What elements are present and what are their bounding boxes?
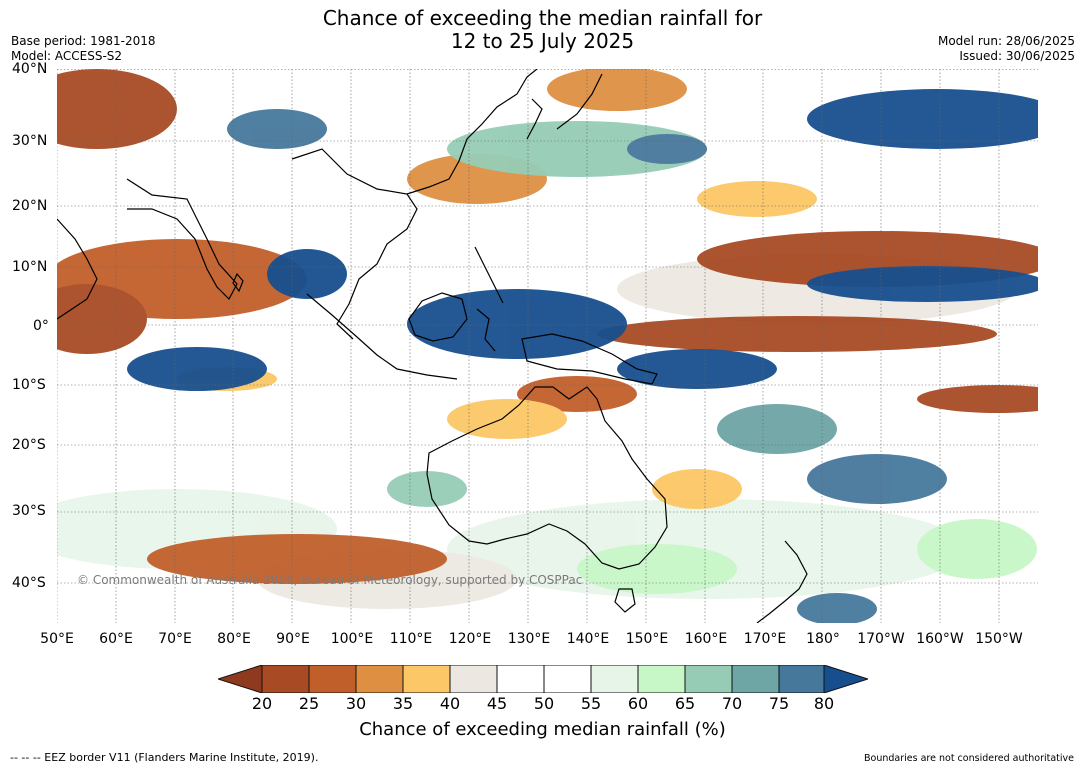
- legend-tick-25: 25: [298, 694, 320, 713]
- lon-label-170e: 170°E: [743, 631, 787, 647]
- legend-tick-40: 40: [439, 694, 461, 713]
- lon-label-100e: 100°E: [330, 631, 374, 647]
- base-period-text: Base period: 1981-2018: [11, 34, 156, 48]
- legend-tick-80: 80: [813, 694, 835, 713]
- legend-tick-60: 60: [627, 694, 649, 713]
- lon-label-70e: 70°E: [158, 631, 192, 647]
- lon-label-90e: 90°E: [276, 631, 310, 647]
- lat-label-30n: 30°N: [12, 133, 48, 149]
- lon-label-170w: 170°W: [857, 631, 905, 647]
- legend-tick-50: 50: [533, 694, 555, 713]
- copyright-text: © Commonwealth of Australia 2025, Bureau…: [77, 573, 583, 587]
- legend-tick-75: 75: [768, 694, 790, 713]
- model-run-text: Model run: 28/06/2025: [937, 34, 1075, 48]
- legend-tick-30: 30: [345, 694, 367, 713]
- lon-label-160e: 160°E: [684, 631, 728, 647]
- footer-boundaries-note: Boundaries are not considered authoritat…: [864, 753, 1074, 764]
- lon-label-140e: 140°E: [566, 631, 610, 647]
- lon-label-180: 180°: [806, 631, 840, 647]
- lon-label-120e: 120°E: [448, 631, 492, 647]
- lon-label-150w: 150°W: [975, 631, 1023, 647]
- title-line-1: Chance of exceeding the median rainfall …: [322, 6, 763, 30]
- legend-svg: [216, 664, 870, 694]
- issued-text: Issued: 30/06/2025: [959, 49, 1075, 63]
- lat-label-10n: 10°N: [12, 259, 48, 275]
- legend-tick-45: 45: [486, 694, 508, 713]
- legend-title: Chance of exceeding median rainfall (%): [359, 719, 726, 740]
- lat-label-40s: 40°S: [12, 575, 46, 591]
- lat-label-10s: 10°S: [12, 377, 46, 393]
- lon-label-80e: 80°E: [217, 631, 251, 647]
- legend-tick-20: 20: [251, 694, 273, 713]
- lat-label-20n: 20°N: [12, 198, 48, 214]
- legend-tick-70: 70: [721, 694, 743, 713]
- title-line-2: 12 to 25 July 2025: [450, 29, 635, 53]
- lon-label-150e: 150°E: [625, 631, 669, 647]
- legend-tick-55: 55: [580, 694, 602, 713]
- lon-label-130e: 130°E: [507, 631, 551, 647]
- rainfall-map: © Commonwealth of Australia 2025, Bureau…: [57, 69, 1038, 623]
- lat-label-0: 0°: [33, 318, 49, 334]
- lat-label-30s: 30°S: [12, 503, 46, 519]
- lon-label-160w: 160°W: [916, 631, 964, 647]
- legend-tick-35: 35: [392, 694, 414, 713]
- lat-label-40n: 40°N: [12, 61, 48, 77]
- footer-eez-note: -- -- -- EEZ border V11 (Flanders Marine…: [10, 751, 319, 764]
- model-text: Model: ACCESS-S2: [11, 49, 123, 63]
- lat-label-20s: 20°S: [12, 437, 46, 453]
- lon-label-50e: 50°E: [40, 631, 74, 647]
- lon-label-60e: 60°E: [99, 631, 133, 647]
- legend-colorbar: [216, 664, 870, 694]
- legend-tick-65: 65: [674, 694, 696, 713]
- lon-label-110e: 110°E: [389, 631, 433, 647]
- map-svg: [57, 69, 1038, 623]
